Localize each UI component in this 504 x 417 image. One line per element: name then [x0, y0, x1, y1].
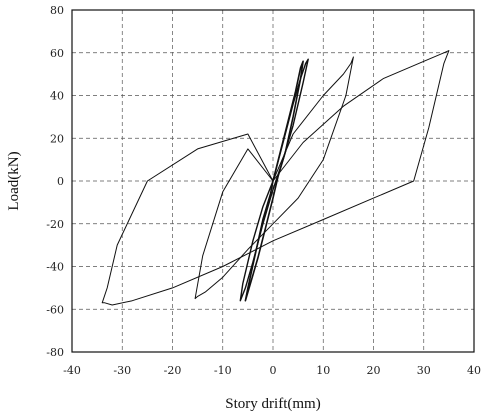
y-tick-label: -20: [46, 218, 64, 231]
x-tick-label: 10: [316, 364, 330, 377]
y-tick-label: -80: [46, 346, 64, 359]
x-tick-label: 40: [467, 364, 481, 377]
series-layer: [101, 50, 450, 306]
series-loop-3: [194, 56, 354, 300]
y-tick-label: 40: [50, 90, 64, 103]
x-tick-label: 20: [367, 364, 381, 377]
x-tick-labels: -40 -30 -20 -10 0 10 20 30 40: [63, 364, 481, 377]
y-tick-label: 60: [50, 47, 64, 60]
x-tick-label: 30: [417, 364, 431, 377]
x-tick-label: 0: [270, 364, 277, 377]
x-axis-label: Story drift(mm): [225, 396, 320, 412]
y-tick-label: 20: [50, 132, 64, 145]
y-axis-label: Load(kN): [6, 151, 22, 210]
x-tick-label: -20: [164, 364, 182, 377]
x-tick-label: -40: [63, 364, 81, 377]
plot-frame: [71, 9, 475, 353]
x-tick-label: -10: [214, 364, 232, 377]
grid-lines: [72, 10, 474, 352]
y-tick-label: -60: [46, 303, 64, 316]
y-tick-label: 80: [50, 4, 64, 17]
series-loop-4: [101, 50, 450, 306]
y-tick-label: 0: [57, 175, 64, 188]
y-tick-labels: 80 60 40 20 0 -20 -40 -60 -80: [46, 4, 64, 359]
y-tick-label: -40: [46, 261, 64, 274]
x-tick-label: -30: [113, 364, 131, 377]
